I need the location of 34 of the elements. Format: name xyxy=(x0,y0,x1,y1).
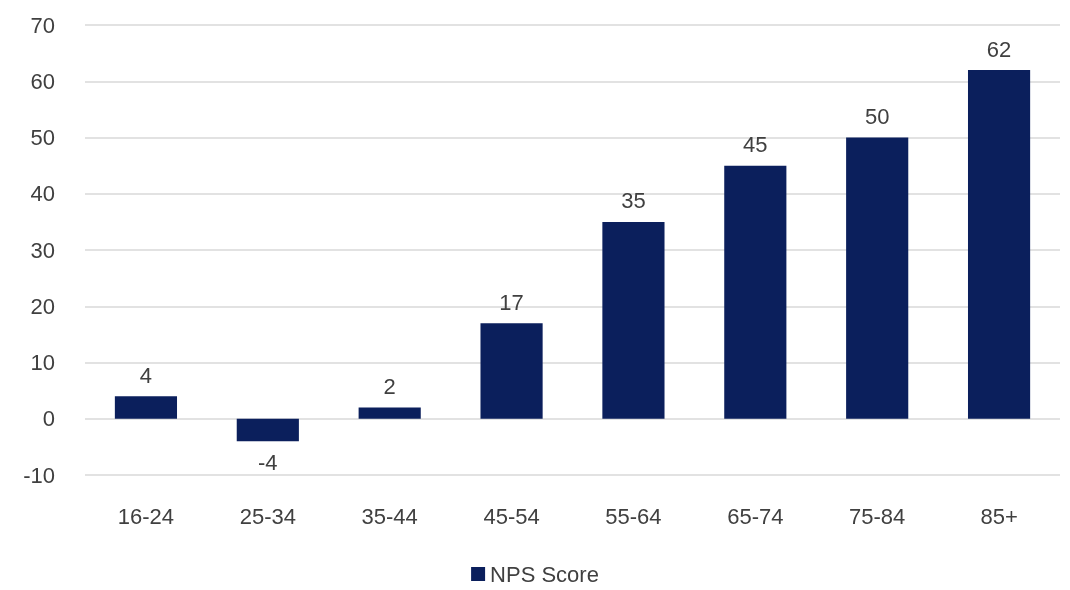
x-tick-label: 75-84 xyxy=(849,503,906,529)
y-tick-label: -10 xyxy=(23,462,55,488)
y-tick-label: 60 xyxy=(30,68,55,94)
y-tick-label: 50 xyxy=(30,125,55,150)
bar xyxy=(724,165,787,419)
data-label: -4 xyxy=(258,449,278,475)
data-label: 35 xyxy=(621,188,646,214)
y-tick-label: 30 xyxy=(30,237,55,263)
y-tick-label: 20 xyxy=(30,293,55,319)
bar xyxy=(480,323,543,419)
bar xyxy=(236,418,299,442)
data-label: 2 xyxy=(383,374,396,399)
data-label: 62 xyxy=(986,36,1012,62)
legend-label: NPS Score xyxy=(490,561,599,587)
y-tick-label: 70 xyxy=(30,12,55,38)
data-label: 17 xyxy=(499,289,524,315)
bar xyxy=(358,407,421,419)
bar xyxy=(602,221,665,419)
x-tick-label: 16-24 xyxy=(117,503,175,529)
bar xyxy=(967,70,1031,419)
x-tick-label: 85+ xyxy=(980,503,1018,529)
y-tick-label: 10 xyxy=(30,350,55,375)
data-label: 45 xyxy=(743,132,768,158)
x-tick-label: 35-44 xyxy=(361,503,418,529)
bar xyxy=(114,396,178,419)
x-tick-label: 25-34 xyxy=(239,503,296,529)
x-tick-label: 55-64 xyxy=(605,503,662,529)
y-tick-label: 0 xyxy=(42,406,55,432)
y-tick-label: 40 xyxy=(30,181,55,207)
bar xyxy=(846,137,909,419)
data-label: 4 xyxy=(139,362,153,388)
x-tick-label: 45-54 xyxy=(483,503,540,529)
data-label: 50 xyxy=(864,104,890,129)
x-tick-label: 65-74 xyxy=(727,503,784,529)
